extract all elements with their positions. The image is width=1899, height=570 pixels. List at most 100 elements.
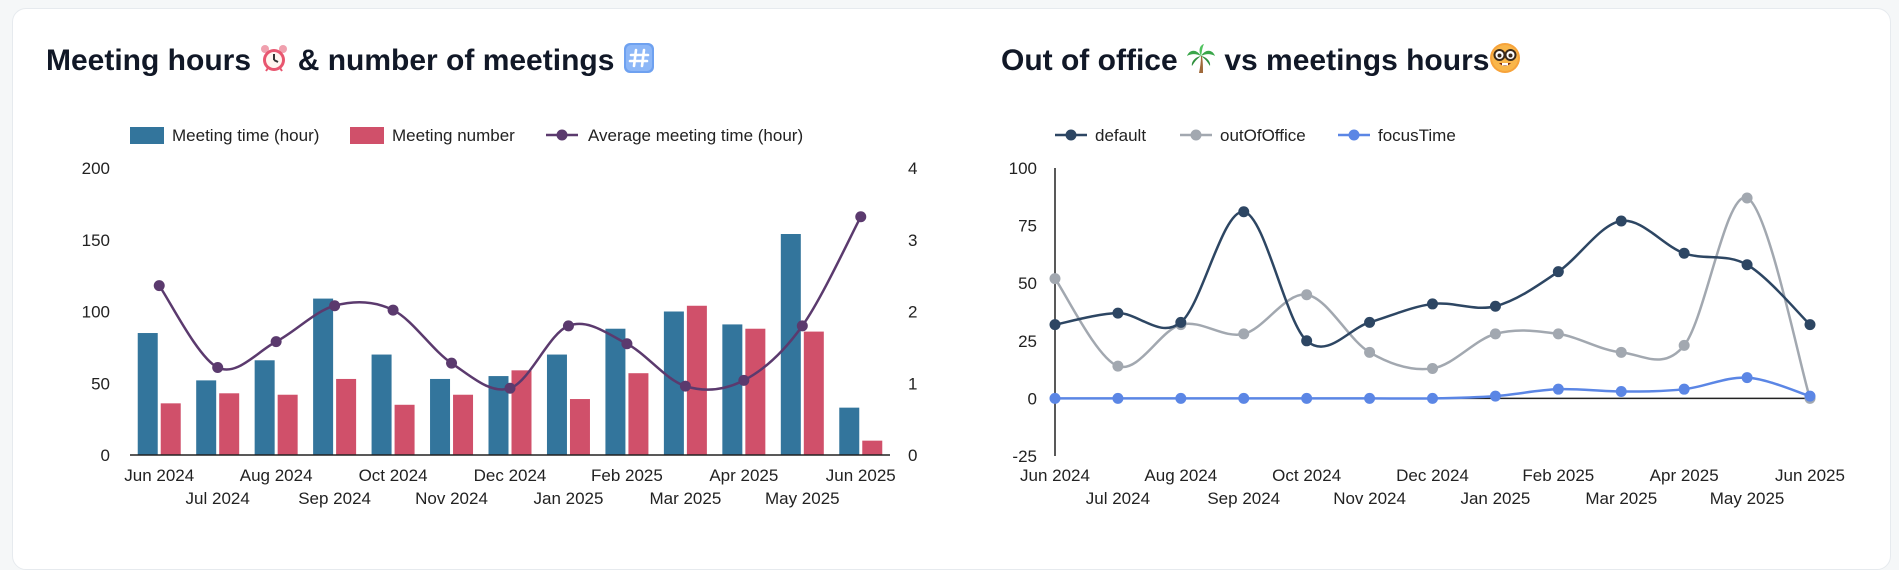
bar-meeting-time-hour [371,354,392,455]
bar-meeting-number [628,373,649,455]
x-tick-label: Jan 2025 [1460,489,1530,508]
bar-meeting-number [862,440,883,455]
point-default [1552,266,1564,278]
out-of-office-chart: default outOfOffice focusTime -25 0 25 50 75 100… [1009,126,1845,508]
legend-marker-default [1065,129,1077,141]
x-tick-label: Mar 2025 [649,489,721,508]
x-tick-label: Oct 2024 [1272,466,1341,485]
x-tick-label: May 2025 [1710,489,1785,508]
legend-label-outofoffice: outOfOffice [1220,126,1306,145]
x-tick-label: Apr 2025 [1650,466,1719,485]
y-tick: 100 [1009,159,1037,178]
y-right-tick: 3 [908,231,917,250]
point-average-meeting-time-hour [446,357,458,369]
x-tick-label: Aug 2024 [240,466,313,485]
point-average-meeting-time-hour [504,382,516,394]
palm-tree-icon [1186,44,1216,82]
point-focustime [1741,372,1753,384]
point-focustime [1427,392,1438,404]
right-chart-title: Out of office vs meetings hours [1001,42,1521,82]
bar-meeting-number [511,370,532,455]
point-default [1804,319,1816,331]
point-outofoffice [1678,339,1690,351]
point-average-meeting-time-hour [796,320,808,332]
point-average-meeting-time-hour [679,380,691,392]
point-default [1049,319,1061,331]
x-tick-label: Dec 2024 [474,466,547,485]
x-tick-label: May 2025 [765,489,840,508]
bar-meeting-time-hour [722,324,743,455]
point-outofoffice [1238,328,1250,340]
x-tick-label: Nov 2024 [1333,489,1406,508]
bar-meeting-number [219,393,240,455]
point-average-meeting-time-hour [153,280,165,292]
legend-marker-focustime [1348,129,1360,141]
bar-meeting-time-hour [196,380,217,455]
bar-meeting-number [277,394,298,455]
bar-meeting-time-hour [546,354,567,455]
point-focustime [1364,392,1376,404]
point-focustime [1615,385,1627,397]
y-right-tick: 1 [908,374,917,393]
y-left-tick: 150 [82,231,110,250]
legend-marker-outofoffice [1190,129,1202,141]
point-focustime [1804,390,1816,402]
point-average-meeting-time-hour [212,361,224,373]
y-left-tick: 50 [91,374,110,393]
point-focustime [1552,383,1564,395]
x-tick-label: Jun 2024 [1020,466,1090,485]
point-focustime [1678,383,1690,395]
point-focustime [1049,392,1061,404]
y-tick: 50 [1018,274,1037,293]
point-average-meeting-time-hour [738,374,750,386]
point-outofoffice [1049,273,1061,285]
x-tick-label: Dec 2024 [1396,466,1469,485]
point-default [1489,300,1501,312]
legend-label-focustime: focusTime [1378,126,1456,145]
legend-swatch-meeting-number [350,127,384,144]
x-tick-label: Sep 2024 [298,489,371,508]
bar-meeting-time-hour [605,328,626,455]
legend-swatch-meeting-time-hour [130,127,164,144]
point-average-meeting-time-hour [855,211,867,223]
hash-keycap-icon [623,42,655,82]
point-average-meeting-time-hour [329,300,341,312]
bar-meeting-time-hour [839,407,860,455]
point-outofoffice [1112,360,1124,372]
x-tick-label: Jun 2025 [826,466,896,485]
x-tick-label: Jun 2024 [124,466,194,485]
point-average-meeting-time-hour [270,336,282,348]
x-tick-label: Feb 2025 [591,466,663,485]
point-default [1364,316,1376,328]
bar-meeting-number [336,378,357,455]
point-default [1615,215,1627,227]
alarm-clock-icon [259,44,289,82]
y-tick: 0 [1028,389,1037,408]
left-chart-title: Meeting hours & number of meetings [46,42,655,82]
bar-meeting-time-hour [663,311,684,455]
bar-meeting-number [803,331,824,455]
y-left-tick: 100 [82,303,110,322]
point-focustime [1238,392,1250,404]
point-default [1238,206,1250,218]
bar-meeting-time-hour [254,360,275,455]
y-right-tick: 0 [908,446,917,465]
point-default [1112,307,1124,319]
x-tick-label: Sep 2024 [1207,489,1280,508]
x-tick-label: Jan 2025 [533,489,603,508]
legend-label-meeting-time-hour: Meeting time (hour) [172,126,319,145]
bar-meeting-time-hour [780,234,801,455]
point-outofoffice [1552,328,1564,340]
y-tick: 25 [1018,332,1037,351]
x-tick-label: Jul 2024 [186,489,250,508]
y-right-tick: 4 [908,159,917,178]
point-default [1175,316,1187,328]
bar-meeting-number [745,328,766,455]
point-outofoffice [1364,346,1376,358]
x-tick-label: Nov 2024 [415,489,488,508]
point-outofoffice [1489,328,1501,340]
point-average-meeting-time-hour [562,320,574,332]
bar-meeting-number [686,305,707,455]
x-tick-label: Jun 2025 [1775,466,1845,485]
y-tick: -25 [1012,447,1037,466]
